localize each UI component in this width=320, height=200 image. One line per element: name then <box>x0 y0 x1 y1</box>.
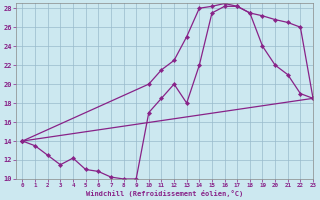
X-axis label: Windchill (Refroidissement éolien,°C): Windchill (Refroidissement éolien,°C) <box>86 190 243 197</box>
